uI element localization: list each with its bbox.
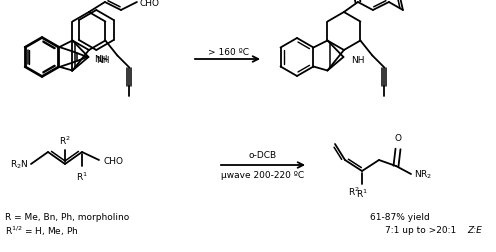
Text: NH: NH — [352, 55, 365, 64]
Text: NR$_2$: NR$_2$ — [414, 168, 432, 180]
Text: R$_2$N: R$_2$N — [9, 158, 28, 171]
Text: NH: NH — [96, 55, 110, 64]
Text: CHO: CHO — [103, 156, 123, 165]
Text: CHO: CHO — [140, 0, 160, 8]
Text: R$^1$: R$^1$ — [76, 170, 88, 183]
Text: NH: NH — [94, 54, 108, 63]
Text: 61-87% yield: 61-87% yield — [370, 213, 430, 222]
Text: μwave 200-220 ºC: μwave 200-220 ºC — [221, 171, 305, 180]
Text: R$^2$: R$^2$ — [59, 134, 71, 146]
Text: 7:1 up to >20:1: 7:1 up to >20:1 — [385, 226, 459, 235]
Text: R = Me, Bn, Ph, morpholino: R = Me, Bn, Ph, morpholino — [5, 213, 129, 222]
Text: > 160 ºC: > 160 ºC — [207, 47, 248, 56]
Text: O: O — [394, 134, 401, 142]
Text: R$^1$: R$^1$ — [356, 187, 368, 200]
Text: R$^{1/2}$ = H, Me, Ph: R$^{1/2}$ = H, Me, Ph — [5, 224, 79, 237]
Text: o-DCB: o-DCB — [249, 151, 277, 160]
Text: Z:E: Z:E — [467, 226, 482, 235]
Text: R$^2$: R$^2$ — [348, 185, 360, 198]
